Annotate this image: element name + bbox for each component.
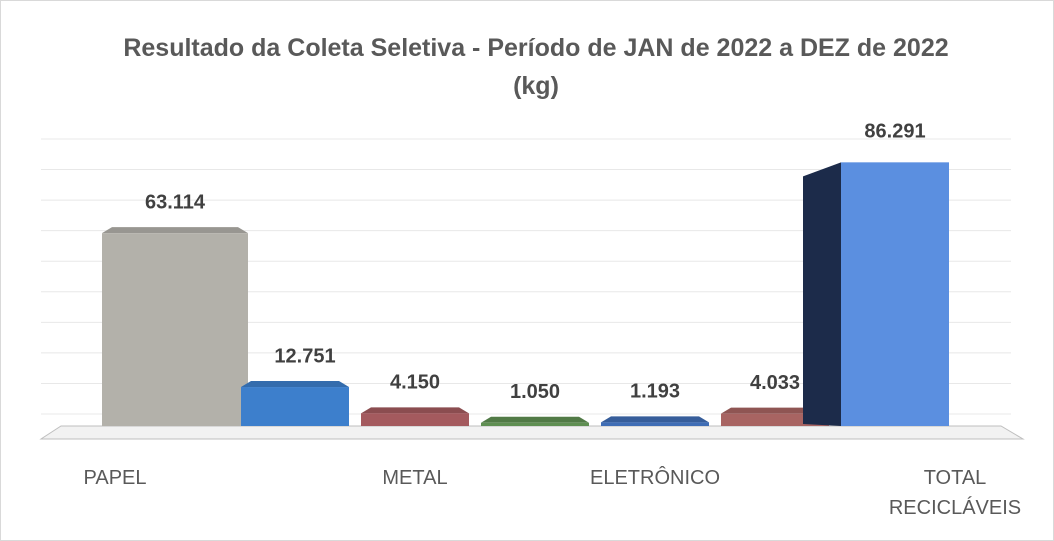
bar	[361, 413, 469, 426]
value-label: 1.050	[510, 381, 560, 403]
bar	[841, 162, 949, 426]
bar-top	[721, 407, 829, 414]
bar-top	[481, 416, 589, 423]
bar	[601, 422, 709, 426]
bar-side	[803, 162, 841, 426]
bar-top	[102, 227, 248, 234]
bar	[102, 233, 248, 426]
x-tick-label: ELETRÔNICO	[589, 467, 721, 489]
bar-top	[361, 407, 469, 414]
x-tick-label: METAL	[382, 467, 448, 489]
bar	[241, 387, 349, 426]
value-label: 12.751	[274, 345, 335, 367]
x-tick-label: PAPEL	[83, 467, 147, 489]
chart-title: Resultado da Coleta Seletiva - Período d…	[123, 34, 949, 100]
floor	[39, 425, 1025, 440]
value-label: 86.291	[864, 121, 925, 143]
bar-top	[241, 381, 349, 388]
x-tick-label: TOTAL RECICLÁVEIS	[888, 467, 1022, 519]
bar	[721, 413, 829, 426]
bar	[481, 422, 589, 426]
value-label: 1.193	[630, 381, 680, 403]
value-label: 4.033	[750, 372, 800, 394]
value-label: 4.150	[390, 372, 440, 394]
value-label: 63.114	[145, 191, 206, 213]
bar-top	[601, 416, 709, 423]
